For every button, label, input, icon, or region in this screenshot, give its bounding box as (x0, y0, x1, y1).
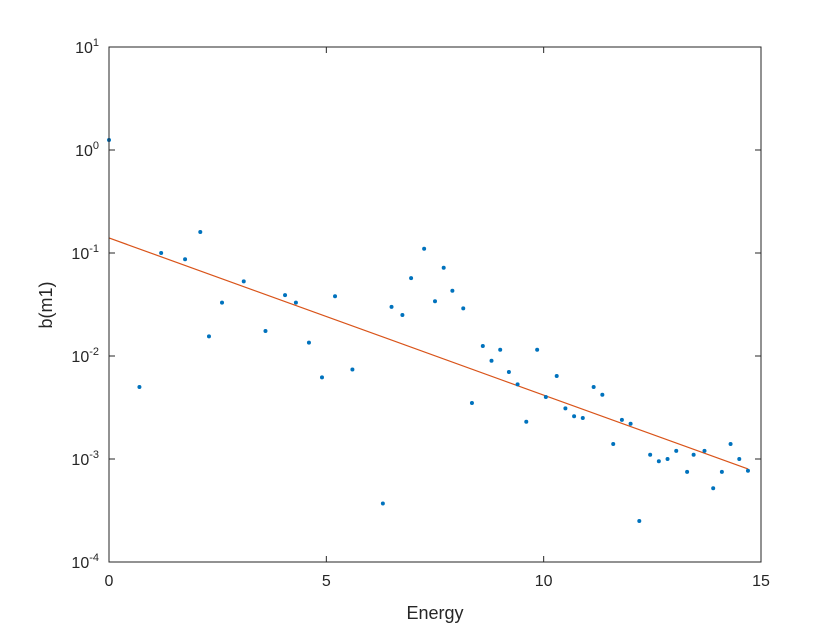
data-point (198, 229, 203, 234)
data-point (480, 344, 485, 349)
data-point (433, 299, 437, 304)
data-point (674, 448, 679, 453)
y-tick-label: 10-4 (71, 552, 99, 572)
data-point (422, 246, 427, 251)
data-point (263, 328, 268, 333)
data-point (737, 457, 742, 461)
data-point (691, 452, 696, 457)
data-point (441, 265, 446, 270)
x-tick-label: 10 (535, 573, 553, 590)
data-point (283, 293, 288, 298)
data-point (524, 419, 529, 424)
data-point (728, 441, 733, 446)
data-point (685, 469, 690, 474)
data-point (702, 448, 707, 453)
data-point (220, 300, 225, 305)
data-point (572, 414, 577, 419)
y-axis-label: b(m1) (36, 281, 56, 328)
data-point (293, 300, 298, 305)
data-point (580, 416, 585, 421)
axis-ticks (108, 46, 762, 563)
data-series (107, 138, 750, 524)
data-point (506, 369, 511, 374)
data-point (554, 373, 559, 378)
tick-labels: 0 5 10 15 10-4 10-3 10-2 10-1 100 101 (71, 37, 770, 590)
data-point (498, 347, 503, 352)
data-point (711, 486, 716, 491)
data-point (600, 392, 605, 397)
x-axis-label: Energy (406, 603, 463, 623)
plot-area (109, 47, 761, 562)
data-point (461, 306, 466, 311)
data-point (611, 441, 616, 446)
data-point (719, 469, 724, 474)
data-point (489, 358, 494, 363)
data-point (656, 459, 661, 464)
plot-frame (108, 46, 762, 563)
data-point (306, 340, 311, 345)
data-point (591, 385, 596, 390)
x-tick-label: 15 (752, 573, 770, 590)
data-point (665, 457, 670, 461)
x-tick-label: 0 (105, 573, 114, 590)
data-point (563, 406, 568, 411)
data-point (648, 452, 653, 457)
y-tick-label: 10-2 (71, 346, 99, 366)
data-point (389, 304, 394, 309)
data-point (409, 276, 414, 281)
x-tick-label: 5 (322, 573, 331, 590)
data-point (380, 501, 385, 506)
data-point (206, 334, 211, 339)
y-tick-label: 10-1 (71, 243, 99, 263)
data-point (619, 417, 624, 422)
data-point (159, 251, 164, 255)
trend-line (108, 237, 749, 470)
data-point (535, 347, 540, 352)
data-point (183, 257, 188, 262)
data-point (543, 394, 548, 399)
data-point (333, 294, 338, 299)
data-point (400, 313, 405, 318)
data-point (469, 400, 474, 405)
data-point (745, 468, 750, 473)
data-point (637, 519, 642, 524)
data-point (241, 279, 246, 284)
data-point (628, 421, 633, 426)
y-tick-label: 101 (75, 37, 99, 57)
data-point (350, 367, 355, 372)
data-point (137, 385, 142, 390)
data-point (319, 375, 324, 380)
data-point (450, 288, 455, 293)
data-point (515, 382, 520, 387)
y-tick-label: 100 (75, 140, 99, 160)
y-tick-label: 10-3 (71, 449, 99, 469)
